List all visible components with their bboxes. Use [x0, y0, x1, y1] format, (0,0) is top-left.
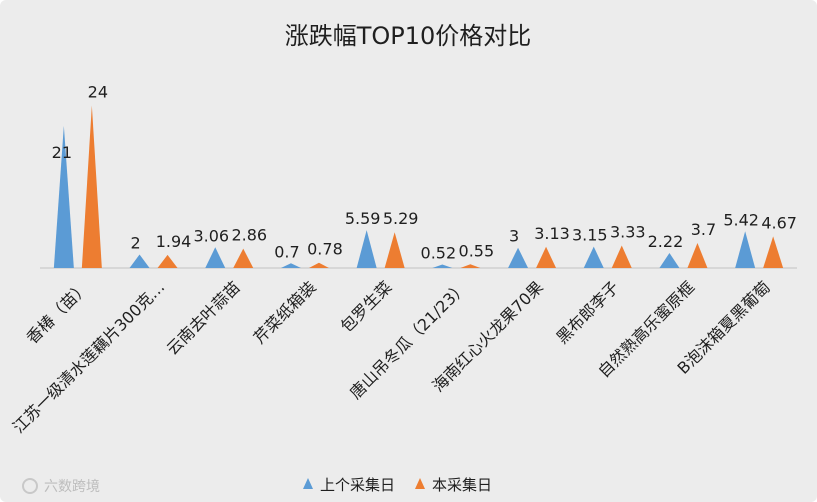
spike-series1-3	[280, 263, 301, 268]
data-label-series1-6: 3	[509, 227, 519, 246]
spike-series1-0	[53, 125, 74, 268]
data-label-series2-2: 2.86	[231, 226, 267, 245]
x-tick-label-1: 江苏一级清水莲藕片300克…	[9, 277, 168, 436]
spike-series2-6	[536, 246, 557, 268]
spike-series2-7	[611, 245, 632, 268]
spike-series2-1	[157, 254, 178, 268]
legend-marker-2	[415, 478, 425, 489]
data-label-series2-5: 0.55	[459, 241, 495, 260]
x-tick-label-2: 云南去叶蒜苗	[163, 277, 244, 358]
data-label-series1-0: 21	[52, 143, 72, 162]
data-label-series1-8: 2.22	[648, 232, 684, 251]
spike-series1-6	[508, 247, 529, 268]
spike-series2-5	[460, 264, 481, 268]
spike-series1-2	[205, 247, 226, 268]
spike-series1-8	[659, 252, 680, 268]
chart-marks: 21 24 香椿（苗） 2 1.94 江苏一级清水莲藕片300克… 3.06 2.86 云南去叶…	[9, 83, 797, 437]
data-label-series2-0: 24	[88, 83, 108, 102]
data-label-series1-4: 5.59	[345, 209, 381, 228]
spike-series2-0	[81, 105, 102, 269]
watermark: 六数跨境	[22, 478, 100, 495]
data-label-series2-1: 1.94	[156, 232, 192, 251]
legend-label-1: 上个采集日	[320, 476, 395, 494]
spike-series1-4	[356, 230, 377, 268]
spike-series1-5	[432, 264, 453, 268]
spike-series2-4	[384, 232, 405, 268]
chart-legend: 上个采集日 本采集日	[303, 476, 492, 494]
spike-series2-8	[687, 242, 708, 268]
legend-label-2: 本采集日	[432, 476, 492, 494]
data-label-series2-8: 3.7	[691, 220, 716, 239]
spike-series1-1	[129, 254, 150, 268]
data-label-series2-7: 3.33	[610, 222, 646, 241]
spike-series2-9	[763, 236, 784, 268]
legend-marker-1	[303, 478, 313, 489]
chart-title: 涨跌幅TOP10价格对比	[285, 22, 532, 50]
x-tick-label-4: 包罗生菜	[337, 277, 396, 336]
data-label-series2-6: 3.13	[534, 224, 570, 243]
x-tick-label-7: 黑布郎李子	[553, 277, 623, 347]
watermark-text: 六数跨境	[44, 479, 100, 495]
data-label-series2-4: 5.29	[383, 209, 419, 228]
spike-series2-3	[308, 262, 329, 268]
data-label-series1-3: 0.7	[274, 242, 299, 261]
data-label-series1-5: 0.52	[421, 243, 457, 262]
spike-series2-2	[233, 248, 254, 268]
x-tick-label-3: 芹菜纸箱装	[250, 277, 320, 347]
data-label-series1-7: 3.15	[572, 226, 608, 245]
data-label-series1-9: 5.42	[723, 210, 759, 229]
watermark-logo-icon	[22, 478, 38, 494]
data-label-series1-2: 3.06	[193, 226, 229, 245]
x-tick-label-0: 香椿（苗）	[23, 277, 93, 347]
data-label-series1-1: 2	[130, 233, 140, 252]
spike-series1-7	[583, 246, 604, 268]
data-label-series2-3: 0.78	[307, 240, 343, 259]
data-label-series2-9: 4.67	[761, 213, 797, 232]
spike-series1-9	[735, 231, 756, 268]
